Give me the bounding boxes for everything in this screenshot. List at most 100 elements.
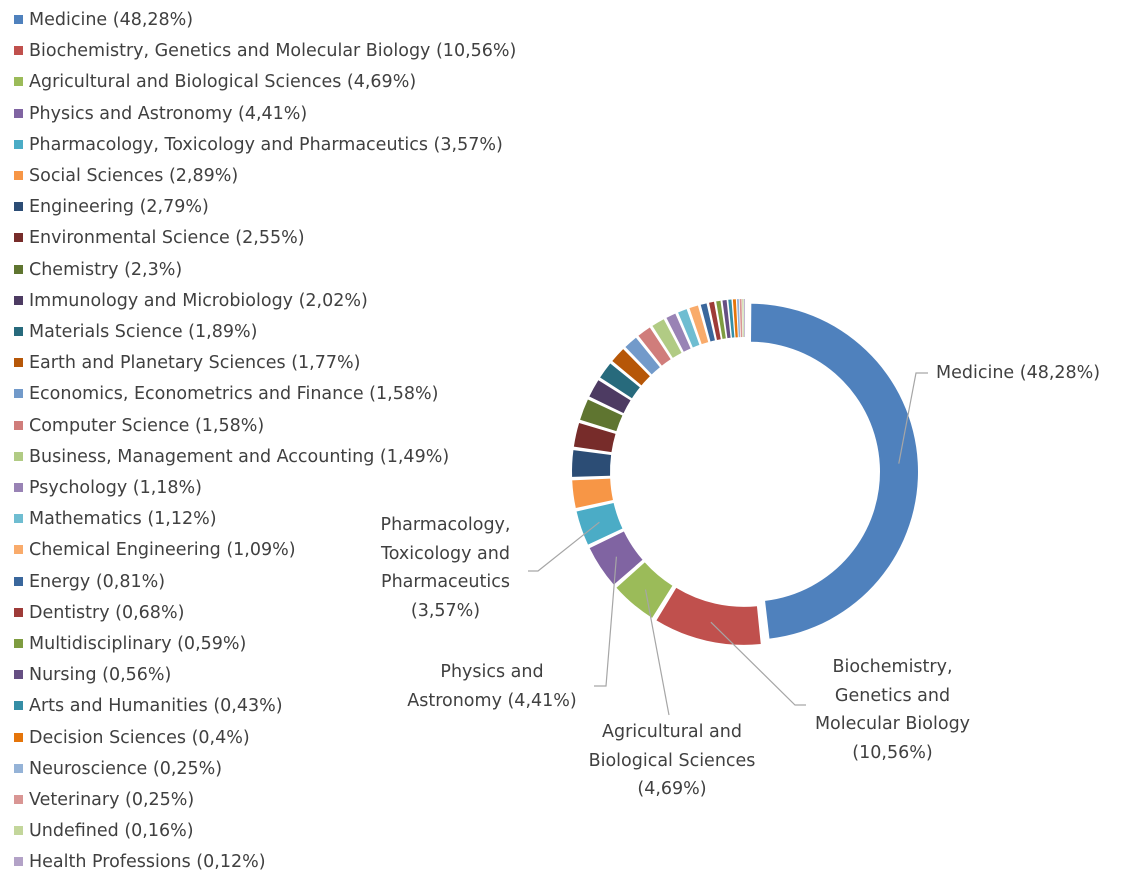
legend-label: Health Professions (0,12%) bbox=[29, 852, 266, 873]
leader-line bbox=[710, 621, 806, 706]
legend-item: Engineering (2,79%) bbox=[14, 195, 209, 219]
legend-label: Psychology (1,18%) bbox=[29, 478, 202, 498]
legend-swatch bbox=[14, 826, 23, 836]
donut-slice bbox=[739, 299, 743, 338]
legend-label: Social Sciences (2,89%) bbox=[29, 166, 239, 186]
donut-slice bbox=[580, 399, 623, 432]
legend-swatch bbox=[14, 857, 23, 867]
donut-slice bbox=[722, 299, 731, 339]
donut-slice bbox=[666, 313, 691, 352]
legend-item: Arts and Humanities (0,43%) bbox=[14, 694, 283, 718]
legend-label: Materials Science (1,89%) bbox=[29, 322, 258, 342]
legend-label: Physics and Astronomy (4,41%) bbox=[29, 103, 308, 124]
leader-line bbox=[898, 372, 928, 464]
legend-item: Physics and Astronomy (4,41%) bbox=[14, 102, 307, 126]
legend-item: Computer Science (1,58%) bbox=[14, 414, 264, 438]
legend-label: Agricultural and Biological Sciences (4,… bbox=[29, 72, 417, 93]
legend-item: Pharmacology, Toxicology and Pharmaceuti… bbox=[14, 133, 503, 157]
legend-swatch bbox=[14, 420, 23, 430]
donut-slice bbox=[689, 305, 709, 345]
legend-item: Biochemistry, Genetics and Molecular Bio… bbox=[14, 39, 516, 63]
legend-label: Decision Sciences (0,4%) bbox=[29, 727, 250, 748]
legend-swatch bbox=[14, 139, 23, 149]
legend-item: Decision Sciences (0,4%) bbox=[14, 726, 250, 750]
legend-item: Multidisciplinary (0,59%) bbox=[14, 632, 246, 656]
legend-label: Biochemistry, Genetics and Molecular Bio… bbox=[29, 41, 517, 62]
donut-slice bbox=[728, 299, 735, 338]
legend-item: Mathematics (1,12%) bbox=[14, 507, 217, 531]
legend-swatch bbox=[14, 389, 23, 399]
legend-swatch bbox=[14, 295, 23, 305]
legend-label: Immunology and Microbiology (2,02%) bbox=[29, 290, 368, 311]
legend-label: Chemical Engineering (1,09%) bbox=[29, 540, 296, 561]
legend-label: Multidisciplinary (0,59%) bbox=[29, 634, 247, 654]
donut-slice bbox=[600, 363, 640, 399]
legend-label: Veterinary (0,25%) bbox=[29, 790, 195, 810]
donut-slice bbox=[638, 327, 671, 366]
legend-item: Nursing (0,56%) bbox=[14, 663, 171, 687]
donut-slice bbox=[652, 319, 682, 358]
legend-swatch bbox=[14, 576, 23, 586]
legend-item: Earth and Planetary Sciences (1,77%) bbox=[14, 351, 360, 375]
legend-swatch bbox=[14, 545, 23, 555]
legend-item: Veterinary (0,25%) bbox=[14, 788, 194, 812]
legend-label: Business, Management and Accounting (1,4… bbox=[29, 446, 450, 467]
legend-item: Social Sciences (2,89%) bbox=[14, 164, 238, 188]
legend-label: Dentistry (0,68%) bbox=[29, 602, 185, 623]
legend-item: Materials Science (1,89%) bbox=[14, 320, 257, 344]
legend-swatch bbox=[14, 327, 23, 336]
legend-swatch bbox=[14, 77, 23, 87]
legend-label: Computer Science (1,58%) bbox=[29, 415, 265, 436]
legend-swatch bbox=[14, 670, 23, 680]
legend-swatch bbox=[14, 202, 23, 212]
data-label: Agricultural and Biological Sciences (4,… bbox=[588, 722, 756, 799]
legend-swatch bbox=[14, 763, 23, 773]
legend-swatch bbox=[14, 358, 23, 368]
donut-slice bbox=[709, 301, 721, 340]
legend-swatch bbox=[14, 795, 23, 804]
legend-item: Agricultural and Biological Sciences (4,… bbox=[14, 70, 416, 94]
donut-slice bbox=[743, 299, 745, 338]
legend-item: Psychology (1,18%) bbox=[14, 476, 202, 500]
legend-item: Undefined (0,16%) bbox=[14, 819, 194, 843]
legend-label: Medicine (48,28%) bbox=[29, 10, 194, 30]
donut-slice bbox=[616, 562, 673, 618]
legend-label: Energy (0,81%) bbox=[29, 571, 166, 592]
legend-swatch bbox=[14, 483, 23, 492]
legend-item: Economics, Econometrics and Finance (1,5… bbox=[14, 382, 438, 406]
leader-line bbox=[594, 556, 617, 687]
leader-line bbox=[528, 521, 600, 572]
donut-slice bbox=[656, 587, 761, 645]
legend-swatch bbox=[14, 451, 23, 461]
leader-line bbox=[644, 589, 670, 716]
legend-label: Environmental Science (2,55%) bbox=[29, 228, 305, 249]
legend-item: Health Professions (0,12%) bbox=[14, 850, 266, 874]
legend-swatch bbox=[14, 264, 23, 274]
legend-label: Engineering (2,79%) bbox=[29, 197, 209, 218]
donut-slice bbox=[700, 303, 715, 342]
legend-item: Medicine (48,28%) bbox=[14, 8, 193, 32]
data-label: Medicine (48,28%) bbox=[936, 363, 1101, 383]
donut-slice bbox=[573, 422, 616, 453]
legend-swatch bbox=[14, 701, 23, 711]
donut-slice bbox=[736, 299, 741, 338]
donut-slice bbox=[576, 502, 623, 545]
donut-slice bbox=[589, 380, 631, 414]
legend-label: Economics, Econometrics and Finance (1,5… bbox=[29, 384, 439, 405]
legend-item: Environmental Science (2,55%) bbox=[14, 226, 305, 250]
legend-swatch bbox=[14, 46, 23, 56]
data-label: Pharmacology, Toxicology and Pharmaceuti… bbox=[380, 515, 511, 621]
donut-slice bbox=[742, 299, 744, 338]
donut-slice bbox=[716, 300, 726, 339]
legend-swatch bbox=[14, 171, 23, 180]
donut-slice bbox=[572, 450, 612, 477]
legend-swatch bbox=[14, 514, 23, 524]
legend-label: Neuroscience (0,25%) bbox=[29, 758, 223, 779]
legend-swatch bbox=[14, 607, 23, 617]
legend-label: Arts and Humanities (0,43%) bbox=[29, 696, 283, 717]
legend-item: Business, Management and Accounting (1,4… bbox=[14, 445, 449, 469]
donut-slice bbox=[678, 309, 700, 348]
legend-swatch bbox=[14, 732, 23, 742]
data-label: Biochemistry, Genetics and Molecular Bio… bbox=[814, 657, 971, 763]
